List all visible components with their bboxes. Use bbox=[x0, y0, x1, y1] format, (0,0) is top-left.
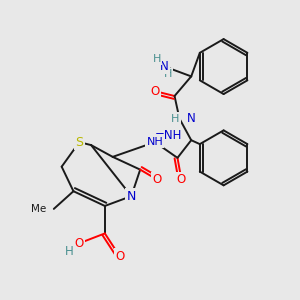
Text: S: S bbox=[75, 136, 83, 148]
Text: N: N bbox=[187, 112, 196, 125]
Text: O: O bbox=[152, 173, 161, 186]
Text: O: O bbox=[75, 237, 84, 250]
Text: H: H bbox=[171, 114, 179, 124]
Text: N: N bbox=[127, 190, 136, 202]
Text: H: H bbox=[65, 244, 74, 258]
Text: =NH: =NH bbox=[155, 129, 182, 142]
Text: NH: NH bbox=[146, 137, 163, 147]
Text: O: O bbox=[150, 85, 160, 98]
Text: O: O bbox=[177, 173, 186, 186]
Text: H: H bbox=[164, 69, 172, 80]
Text: N: N bbox=[160, 60, 169, 73]
Text: Me: Me bbox=[31, 204, 46, 214]
Text: O: O bbox=[115, 250, 124, 262]
Text: H: H bbox=[153, 54, 161, 64]
